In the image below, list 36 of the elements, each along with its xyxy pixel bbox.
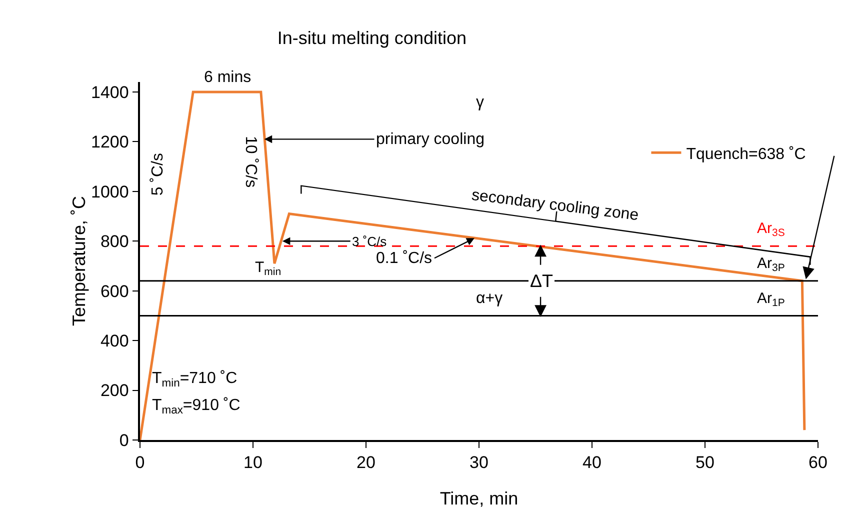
x-tick-label: 10 (244, 453, 262, 472)
y-axis-title: Temperature, ˚C (69, 196, 90, 326)
annotation: 0.1 ˚C/s (376, 250, 432, 267)
x-tick-label: 20 (356, 453, 376, 472)
y-tick-label: 1200 (91, 132, 129, 152)
ref-line-label: Ar$_{3P}$ (757, 255, 785, 274)
annotation: γ (476, 94, 484, 111)
y-tick-label: 0 (119, 430, 129, 450)
annotation: 6 mins (204, 69, 252, 86)
annotation: T$_{max}$=910 ˚C (152, 397, 240, 416)
y-tick-label: 1400 (91, 82, 129, 102)
annotation: α+γ (476, 290, 503, 307)
y-tick-label: 600 (100, 282, 129, 301)
x-tick-label: 0 (135, 453, 145, 472)
annotation: 3 ˚C/s (352, 234, 388, 249)
y-tick-label: 1000 (91, 182, 129, 202)
x-tick-label: 40 (582, 453, 602, 472)
y-tick-label: 400 (100, 332, 129, 351)
line-series (140, 90, 806, 440)
annotation: T$_{min}$=710 ˚C (152, 370, 238, 390)
x-tick-label: 60 (808, 453, 828, 472)
chart-title: In-situ melting condition (277, 28, 467, 48)
annotation: 5 ˚C/s (150, 153, 167, 196)
x-axis-title: Time, min (440, 488, 518, 508)
ref-line-label: Ar$_{1P}$ (757, 290, 785, 310)
y-tick-label: 800 (100, 232, 129, 252)
annotation: primary cooling (376, 131, 484, 148)
y-tick-label: 200 (100, 381, 129, 400)
annotation: T$_{min}$ (255, 259, 282, 278)
ref-line-label: Ar$_{3S}$ (757, 220, 785, 240)
annotation: secondary cooling zone (470, 186, 640, 224)
annotation: 10 ˚C/s (242, 136, 260, 188)
x-tick-label: 30 (470, 453, 488, 472)
annotation: ΔT (530, 271, 554, 291)
legend-label: Tquench=638 ˚C (686, 146, 806, 163)
x-tick-label: 50 (696, 453, 714, 472)
